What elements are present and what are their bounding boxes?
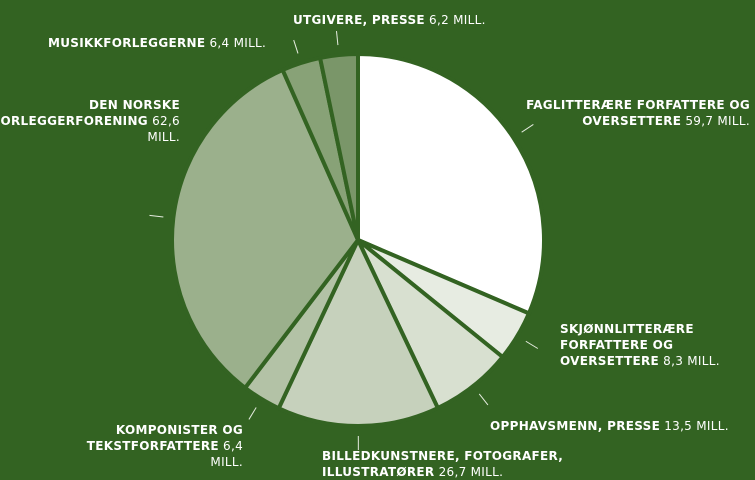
slice-value: 26,7 MILL. — [438, 465, 504, 479]
slice-label: SKJØNNLITTERÆRE FORFATTERE OG OVERSETTER… — [560, 321, 750, 369]
slice-name: DEN NORSKE FORLEGGERFORENING — [0, 98, 180, 128]
leader-line — [521, 124, 534, 133]
slice-name: FAGLITTERÆRE FORFATTERE OG OVERSETTERE — [526, 98, 750, 128]
leader-line — [335, 31, 339, 46]
slice-label: UTGIVERE, PRESSE 6,2 MILL. — [293, 12, 593, 28]
leader-line — [149, 214, 164, 218]
pie-slice — [317, 51, 360, 241]
pie-slice — [356, 51, 546, 317]
slice-name: BILLEDKUNSTNERE, FOTOGRAFER, ILLUSTRATØR… — [322, 449, 564, 479]
leader-line — [525, 340, 539, 349]
slice-label: MUSIKKFORLEGGERNE 6,4 MILL. — [48, 35, 348, 51]
pie-slice — [170, 67, 361, 391]
slice-label: FAGLITTERÆRE FORFATTERE OG OVERSETTERE 5… — [525, 97, 750, 129]
slice-name: MUSIKKFORLEGGERNE — [48, 36, 206, 50]
slice-value: 13,5 MILL. — [664, 419, 729, 433]
leader-line — [293, 39, 299, 54]
slice-name: OPPHAVSMENN, PRESSE — [490, 419, 661, 433]
slice-value: 59,7 MILL. — [685, 114, 750, 128]
slice-value: 6,4 MILL. — [209, 36, 267, 50]
slice-label: OPPHAVSMENN, PRESSE 13,5 MILL. — [490, 418, 755, 434]
slice-label: KOMPONISTER OG TEKSTFORFATTERE 6,4 MILL. — [73, 422, 243, 470]
slice-label: BILLEDKUNSTNERE, FOTOGRAFER, ILLUSTRATØR… — [322, 448, 662, 480]
slice-name: UTGIVERE, PRESSE — [293, 13, 425, 27]
slice-name: SKJØNNLITTERÆRE FORFATTERE OG OVERSETTER… — [560, 322, 694, 368]
leader-line — [478, 393, 489, 406]
slice-value: 6,4 MILL. — [210, 439, 243, 469]
slice-name: KOMPONISTER OG TEKSTFORFATTERE — [86, 423, 243, 453]
pie-slice — [276, 235, 441, 428]
slice-label: DEN NORSKE FORLEGGERFORENING 62,6 MILL. — [0, 97, 180, 145]
slice-value: 62,6 MILL. — [147, 114, 180, 144]
slice-value: 8,3 MILL. — [663, 354, 720, 368]
leader-line — [248, 407, 257, 420]
slice-value: 6,2 MILL. — [429, 13, 486, 27]
